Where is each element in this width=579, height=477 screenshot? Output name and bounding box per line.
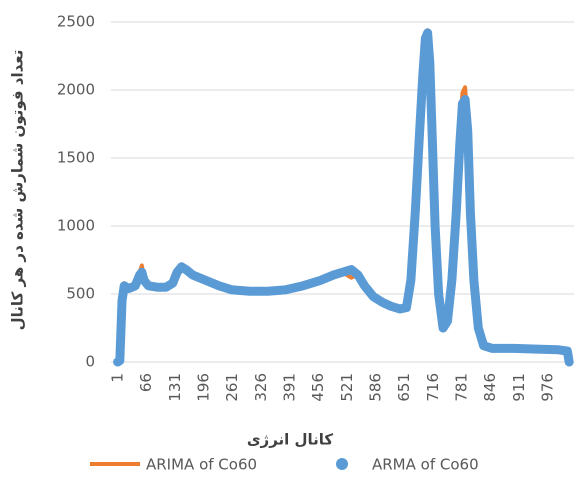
y-tick-label: 2000 bbox=[57, 81, 95, 99]
legend-label: ARMA of Co60 bbox=[372, 456, 479, 474]
x-tick-label: 326 bbox=[252, 373, 270, 402]
x-tick-label: 391 bbox=[281, 373, 299, 402]
x-tick-label: 456 bbox=[309, 373, 327, 402]
y-tick-label: 1500 bbox=[57, 149, 95, 167]
x-tick-label: 521 bbox=[338, 373, 356, 402]
x-tick-label: 261 bbox=[223, 373, 241, 402]
y-tick-label: 500 bbox=[66, 285, 95, 303]
y-tick-label: 0 bbox=[85, 353, 95, 371]
x-tick-label: 196 bbox=[195, 373, 213, 402]
x-tick-label: 1 bbox=[109, 373, 127, 383]
x-tick-label: 66 bbox=[137, 373, 155, 392]
legend-label: ARIMA of Co60 bbox=[146, 456, 257, 474]
dot-series bbox=[113, 28, 574, 367]
y-axis-title: تعداد فوتون شمارش شده در هر کانال bbox=[9, 50, 27, 331]
y-tick-label: 2500 bbox=[57, 13, 95, 31]
x-tick-label: 586 bbox=[367, 373, 385, 402]
line-series bbox=[115, 28, 572, 364]
y-tick-label: 1000 bbox=[57, 217, 95, 235]
x-tick-label: 131 bbox=[166, 373, 184, 402]
x-tick-label: 651 bbox=[395, 373, 413, 402]
x-tick-label: 911 bbox=[510, 373, 528, 402]
x-tick-label: 976 bbox=[538, 373, 556, 402]
legend-swatch bbox=[336, 458, 348, 470]
x-axis-title: کانال انرژی bbox=[247, 431, 334, 449]
x-tick-label: 781 bbox=[452, 373, 470, 402]
x-tick-label: 846 bbox=[481, 373, 499, 402]
x-tick-label: 716 bbox=[424, 373, 442, 402]
